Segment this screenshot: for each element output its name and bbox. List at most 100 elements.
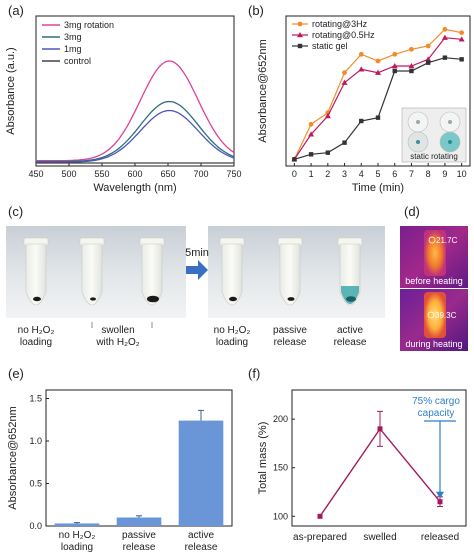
series-line-3mg <box>36 100 235 163</box>
data-point-static gel <box>342 140 347 145</box>
y-axis-label-e: Absorbance@652nm <box>7 406 19 510</box>
thermal-hotspot-during <box>424 292 446 338</box>
tube-right-1-body <box>221 243 243 306</box>
x-category-label-e: no H₂O₂ <box>59 530 96 541</box>
legend-marker-b <box>297 32 303 38</box>
tube-label-right: release <box>274 337 307 348</box>
caption-during: during heating <box>405 339 462 349</box>
tube-label-right: no H₂O₂ <box>214 325 251 336</box>
data-point-f <box>317 513 323 519</box>
temp-during: 39.3C <box>435 311 457 320</box>
legend-marker-b <box>297 43 303 49</box>
x-category-label-f: released <box>421 532 459 543</box>
inset-label: static rotating <box>410 152 458 161</box>
data-point-rotating@0.5Hz <box>441 34 448 40</box>
data-point-rotating@3Hz <box>358 51 364 57</box>
data-point-rotating@0.5Hz <box>341 79 348 85</box>
panel-label-f: (f) <box>248 366 260 381</box>
chart-a-absorbance-spectra: 450 500 550 600 650 700 750 Wavelength (nm) Abso… <box>5 15 242 194</box>
inset-gel-dot <box>448 140 452 144</box>
legend-label-a: 3mg <box>64 32 82 42</box>
data-point-rotating@3Hz <box>308 121 314 127</box>
y-tick-label-e: 0.0 <box>29 521 42 531</box>
data-point-rotating@3Hz <box>442 26 448 32</box>
panel-label-c: (c) <box>8 204 23 219</box>
tube-label-right: active <box>337 325 364 336</box>
legend-label-b: rotating@3Hz <box>312 19 368 29</box>
data-point-static gel <box>308 152 314 157</box>
x-tick-label-b: 0 <box>292 169 297 179</box>
crosshair-icon-before <box>428 236 436 244</box>
chart-f-total-mass: 100 150 200 Total mass (%) as-prepared swelle… <box>257 389 467 543</box>
data-point-rotating@3Hz <box>342 70 347 76</box>
legend-label-a: 1mg <box>64 44 82 54</box>
data-point-static gel <box>425 60 431 65</box>
caption-before: before heating <box>405 276 463 286</box>
x-tick-label-b: 2 <box>325 169 330 179</box>
panel-label-e: (e) <box>8 366 24 381</box>
data-point-static gel <box>459 57 464 62</box>
panel-label-a: (a) <box>8 3 24 18</box>
tube-label-right: loading <box>216 337 248 348</box>
time-label: 5min <box>185 247 209 259</box>
y-axis-label-b: Absorbance@652nm <box>257 39 269 143</box>
tube-label-left: no H₂O₂ <box>18 325 55 336</box>
x-category-label-e: loading <box>61 542 93 553</box>
data-point-rotating@3Hz <box>459 30 465 36</box>
tube-left-3-gel <box>147 295 159 303</box>
tube-right-2-body <box>279 243 301 306</box>
tube-label-right: passive <box>273 325 307 336</box>
data-point-rotating@0.5Hz <box>358 66 365 72</box>
y-tick-label-f: 100 <box>273 511 288 521</box>
y-tick-label-f: 150 <box>273 463 288 473</box>
tube-left-1-body <box>25 243 47 306</box>
tube-left-1-gel <box>33 296 41 302</box>
inset-gel-dot <box>416 140 420 144</box>
x-tick-label-b: 6 <box>392 169 397 179</box>
data-point-rotating@3Hz <box>409 46 414 52</box>
x-tick-label-b: 10 <box>457 169 467 179</box>
annotation-arrowhead-f <box>436 491 444 499</box>
annotation-text-f: 75% cargo <box>412 396 460 407</box>
data-point-rotating@0.5Hz <box>408 63 415 69</box>
data-point-rotating@0.5Hz <box>391 63 398 69</box>
series-line-3mg-rotation <box>36 60 235 162</box>
tubes-group <box>23 237 363 306</box>
x-tick-label-b: 5 <box>375 169 380 179</box>
x-tick-label-b: 1 <box>309 169 314 179</box>
tube-right-1-gel <box>229 296 237 302</box>
x-category-label-e: release <box>185 542 218 553</box>
x-tick-label-b: 4 <box>359 169 364 179</box>
data-point-static gel <box>375 115 381 120</box>
data-point-static gel <box>442 55 448 60</box>
x-category-label-e: release <box>123 542 156 553</box>
data-point-rotating@0.5Hz <box>308 131 315 137</box>
x-tick-label-b: 7 <box>409 169 414 179</box>
annotation-text-f: capacity <box>418 408 455 419</box>
x-category-label-f: as-prepared <box>293 532 347 543</box>
y-tick-label-e: 0.5 <box>29 479 42 489</box>
data-point-f <box>377 426 383 432</box>
x-category-label-e: passive <box>122 530 156 541</box>
data-point-rotating@3Hz <box>425 43 431 49</box>
legend-marker-b <box>297 21 303 27</box>
x-tick-label-a: 650 <box>160 169 175 179</box>
series-line-1mg <box>36 109 235 163</box>
data-point-rotating@3Hz <box>392 51 398 57</box>
tube-right-2-gel <box>287 297 295 301</box>
x-tick-label-b: 3 <box>342 169 347 179</box>
tube-label-left: with H₂O₂ <box>95 337 139 348</box>
x-tick-label-a: 750 <box>226 169 241 179</box>
legend-label-a: control <box>64 56 91 66</box>
legend-label-a: 3mg rotation <box>64 20 114 30</box>
x-category-label-f: swelled <box>363 532 396 543</box>
bar-2 <box>178 420 224 526</box>
y-axis-label-f: Total mass (%) <box>257 422 269 495</box>
legend-label-b: rotating@0.5Hz <box>312 30 375 40</box>
bar-1 <box>116 517 162 526</box>
panel-d-thermal: 21.7C before heating 39.3C during heatin… <box>400 226 468 351</box>
tube-left-3-body <box>141 243 163 306</box>
x-category-label-e: active <box>188 530 215 541</box>
